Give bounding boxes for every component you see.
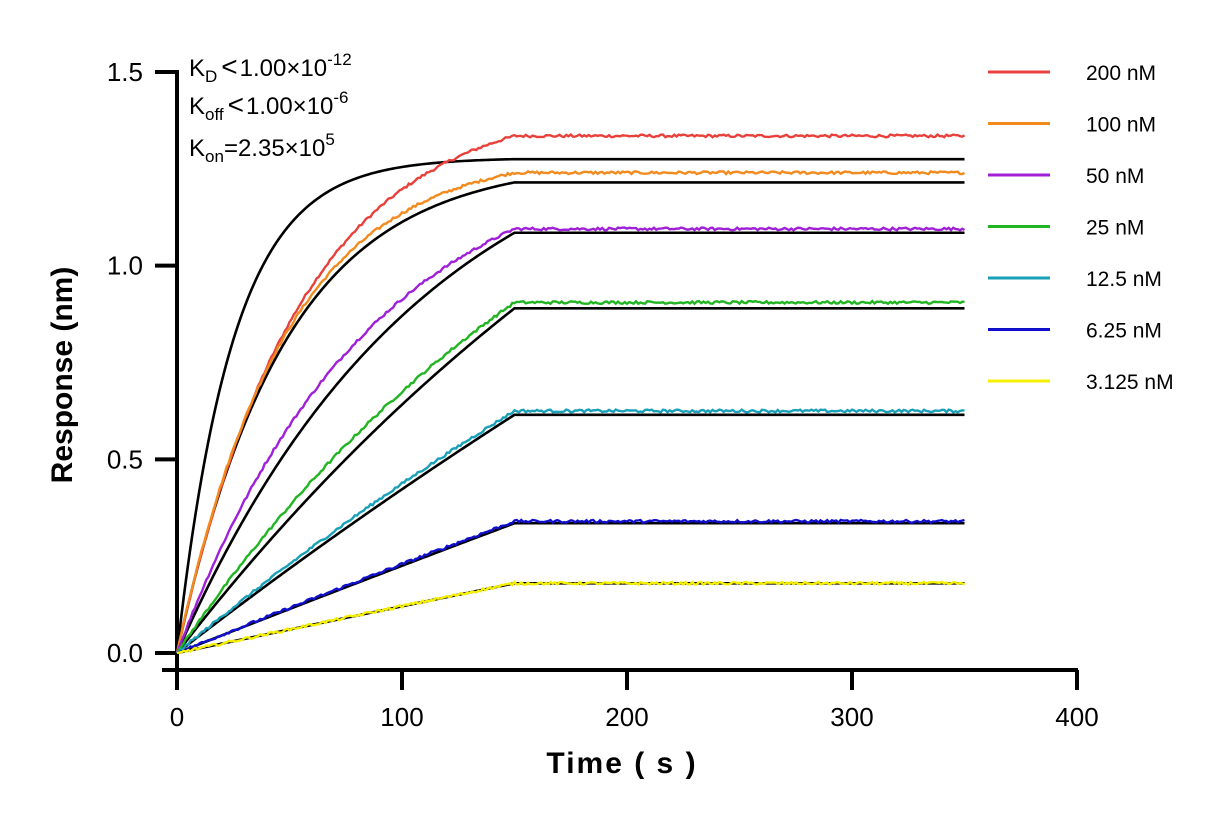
legend-label: 12.5 nM [1086, 268, 1162, 291]
series-curve-12.5nM [176, 408, 965, 654]
series-curve-200nM [175, 133, 966, 654]
series-curve-25nM [176, 299, 965, 654]
kd-sub: D [205, 67, 217, 86]
legend-label: 3.125 nM [1086, 371, 1174, 394]
kon-annotation: Kon=2.35×105 [189, 130, 335, 166]
kd-exp: -12 [327, 50, 352, 69]
series-curve-6.25nM [176, 518, 965, 655]
kon-relation: = [224, 135, 238, 162]
kd-mantissa: 1.00×10 [240, 55, 327, 82]
koff-sub: off [205, 105, 224, 124]
x-tick-label: 200 [605, 702, 648, 732]
y-axis-title: Response (nm) [46, 267, 79, 484]
series-curve-3.125nM [176, 580, 966, 655]
kon-mantissa: 2.35×10 [238, 135, 325, 162]
fit-curves [175, 157, 965, 655]
koff-relation: < [228, 89, 244, 120]
fit-curve-3.125nM [176, 581, 965, 655]
y-tick-label: 0.5 [107, 444, 143, 474]
fit-curve-6.25nM [176, 521, 965, 655]
x-tick-label: 300 [830, 702, 873, 732]
legend-label: 6.25 nM [1086, 320, 1162, 343]
kinetics-annotation: KD <1.00×10-12 Koff <1.00×10-6 Kon=2.35×10… [189, 50, 352, 166]
koff-mantissa: 1.00×10 [246, 93, 333, 120]
koff-symbol: K [189, 93, 205, 120]
koff-annotation: Koff <1.00×10-6 [189, 88, 349, 124]
x-tick-label: 400 [1055, 702, 1098, 732]
x-ticks: 0 100 200 300 400 [170, 670, 1099, 732]
fit-curve-50nM [175, 231, 965, 654]
legend-label: 200 nM [1086, 62, 1156, 85]
axes: 0 100 200 300 400 0.0 0.5 1.0 1.5 [107, 57, 1099, 732]
y-tick-label: 0.0 [107, 638, 143, 668]
x-tick-label: 0 [170, 702, 184, 732]
kd-symbol: K [189, 55, 205, 82]
series-curve-100nM [175, 169, 966, 654]
x-axis-title: Time ( s ) [546, 747, 697, 780]
series-curve-50nM [175, 225, 966, 654]
legend-label: 50 nM [1086, 165, 1144, 188]
y-tick-label: 1.0 [107, 251, 143, 281]
kon-exp: 5 [325, 130, 334, 149]
fit-curve-25nM [175, 306, 965, 654]
y-ticks: 0.0 0.5 1.0 1.5 [107, 57, 177, 668]
fit-curve-12.5nM [176, 413, 965, 655]
y-tick-label: 1.5 [107, 57, 143, 87]
legend-label: 25 nM [1086, 217, 1144, 240]
kon-sub: on [205, 147, 224, 166]
fit-curve-100nM [175, 181, 965, 654]
kd-annotation: KD <1.00×10-12 [189, 50, 352, 86]
legend: 200 nM 100 nM 50 nM 25 nM 12.5 nM 6.25 nM 3.12… [988, 62, 1174, 394]
kon-symbol: K [189, 135, 205, 162]
koff-exp: -6 [333, 88, 348, 107]
data-curves [175, 133, 966, 655]
legend-label: 100 nM [1086, 114, 1156, 137]
x-tick-label: 100 [380, 702, 423, 732]
fit-curve-200nM [175, 157, 965, 654]
kd-relation: < [221, 51, 237, 82]
